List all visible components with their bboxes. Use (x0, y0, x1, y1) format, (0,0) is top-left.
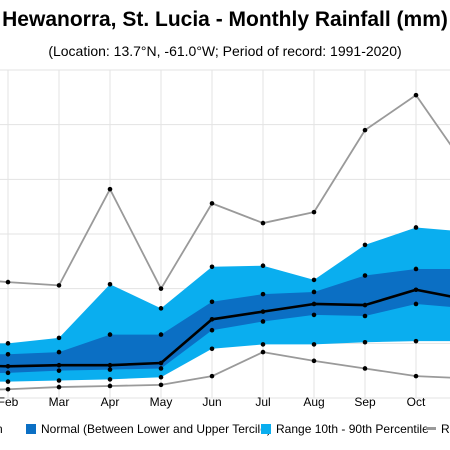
upper-tercile-point (107, 332, 113, 337)
mean-point (5, 363, 11, 369)
upper-tercile-point (56, 349, 62, 355)
legend-item-percentile: Range 10th - 90th Percentile (261, 422, 429, 436)
mean-point (56, 362, 62, 368)
upper-tercile-point (209, 299, 215, 305)
p10-point (413, 338, 419, 344)
x-tick-label: Sep (354, 395, 376, 409)
legend-swatch-percentile (261, 424, 271, 434)
lower-tercile-point (5, 370, 11, 376)
tercile-band (0, 268, 450, 374)
mean-point (107, 362, 113, 368)
mean-point (413, 287, 419, 293)
mean-point (209, 316, 215, 322)
record-max-point (362, 127, 368, 133)
record-max-point (209, 201, 215, 206)
lower-tercile-point (311, 312, 317, 318)
chart-subtitle: (Location: 13.7°N, -61.0°W; Period of re… (48, 43, 402, 59)
mean-point (311, 301, 317, 307)
record-max-point (5, 279, 11, 285)
p90-point (260, 263, 266, 269)
lower-tercile-point (158, 366, 164, 371)
p90-point (413, 225, 419, 230)
legend-swatch-tercile (26, 424, 36, 434)
p90-point (5, 341, 11, 346)
mean-point (158, 360, 164, 366)
legend-label-tercile: Normal (Between Lower and Upper Tercile) (41, 422, 271, 436)
upper-tercile-point (5, 351, 11, 357)
upper-tercile-point (260, 291, 266, 297)
p90-point (209, 264, 215, 270)
upper-tercile-point (158, 332, 164, 337)
x-tick-label: Aug (303, 395, 324, 409)
p10-point (107, 377, 113, 382)
chart-legend: n Normal (Between Lower and Upper Tercil… (0, 419, 450, 439)
record-min-point (5, 386, 11, 392)
lower-tercile-point (362, 313, 368, 319)
legend-swatch-record (426, 427, 436, 430)
p90-point (362, 242, 368, 248)
upper-tercile-point (311, 289, 317, 295)
lower-tercile-point (209, 327, 215, 333)
mean-point (362, 302, 368, 308)
record-max-point (413, 92, 419, 98)
legend-label-percentile: Range 10th - 90th Percentile (276, 422, 429, 436)
x-tick-label: Feb (0, 395, 19, 409)
lower-tercile-point (56, 368, 62, 373)
legend-item-mean: n (0, 422, 3, 436)
lower-tercile-point (260, 319, 266, 324)
record-min-point (413, 373, 419, 379)
p10-point (209, 346, 215, 352)
record-min-point (107, 383, 113, 389)
record-min-point (158, 382, 164, 388)
x-tick-label: Oct (407, 395, 426, 409)
record-max-point (158, 286, 164, 291)
lower-tercile-point (413, 301, 419, 307)
x-tick-label: May (150, 395, 173, 409)
p10-point (362, 339, 368, 345)
record-min-point (311, 358, 317, 364)
lower-tercile-point (107, 367, 113, 372)
legend-item-record: Re (426, 422, 450, 436)
p90-point (158, 306, 164, 311)
p10-point (311, 342, 317, 347)
record-max-point (107, 186, 113, 192)
p90-point (311, 277, 317, 283)
record-max-point (311, 209, 317, 215)
upper-tercile-point (413, 266, 419, 272)
p90-point (107, 281, 113, 287)
record-min-point (362, 366, 368, 371)
record-min-point (209, 373, 215, 379)
x-tick-label: Jun (202, 395, 221, 409)
legend-item-tercile: Normal (Between Lower and Upper Tercile) (26, 422, 271, 436)
mean-point (260, 309, 266, 314)
p10-point (56, 378, 62, 383)
x-tick-label: Mar (49, 395, 70, 409)
p10-point (158, 374, 164, 380)
x-tick-label: Apr (101, 395, 120, 409)
p90-point (56, 335, 62, 341)
chart-title: Hewanorra, St. Lucia - Monthly Rainfall … (2, 8, 448, 31)
record-max-point (56, 283, 62, 288)
p10-point (5, 379, 11, 384)
x-tick-label: Jul (255, 395, 270, 409)
legend-label-record: Re (441, 422, 450, 436)
p10-point (260, 342, 266, 347)
record-max-point (260, 220, 266, 226)
record-min-point (56, 384, 62, 390)
legend-label-mean: n (0, 422, 3, 436)
record-min-point (260, 349, 266, 355)
upper-tercile-point (362, 273, 368, 278)
